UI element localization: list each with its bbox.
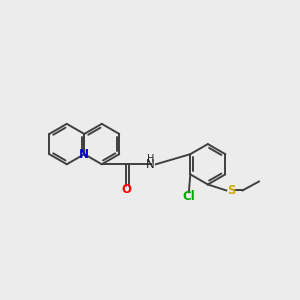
Text: Cl: Cl: [182, 190, 195, 203]
Text: H: H: [147, 154, 154, 164]
Text: O: O: [121, 183, 131, 196]
Text: N: N: [146, 158, 155, 171]
Text: S: S: [227, 184, 236, 197]
Text: N: N: [79, 148, 89, 161]
